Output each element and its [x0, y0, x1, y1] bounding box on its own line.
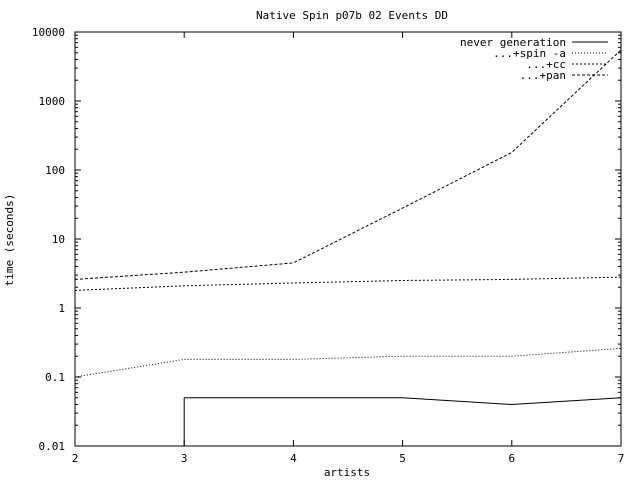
y-tick-label: 1 [58, 302, 65, 315]
y-tick-label: 0.1 [45, 371, 65, 384]
axis-ticks: 2 3 4 5 6 7 0.01 0.1 1 10 100 1000 10000 [32, 26, 624, 465]
legend-label: never generation [460, 36, 566, 49]
x-tick-label: 5 [399, 452, 406, 465]
x-axis-label: artists [324, 466, 370, 479]
y-tick-label: 10000 [32, 26, 65, 39]
series-line [74, 276, 622, 291]
y-tick-label: 10 [52, 233, 65, 246]
x-tick-label: 7 [618, 452, 625, 465]
series-line [184, 397, 622, 406]
legend: never generation...+spin -a...+cc...+pan [460, 36, 608, 82]
legend-label: ...+spin -a [493, 47, 566, 60]
series-line [74, 49, 622, 280]
legend-label: ...+pan [520, 69, 566, 82]
x-tick-label: 4 [290, 452, 297, 465]
series-lines [74, 49, 622, 446]
chart-title: Native Spin p07b 02 Events DD [256, 9, 448, 22]
y-axis-label: time (seconds) [3, 194, 16, 287]
x-tick-label: 3 [181, 452, 188, 465]
legend-label: ...+cc [526, 58, 566, 71]
x-tick-label: 2 [72, 452, 79, 465]
y-tick-label: 100 [45, 164, 65, 177]
series-line [74, 347, 622, 378]
y-tick-label: 1000 [39, 95, 66, 108]
x-tick-label: 6 [508, 452, 515, 465]
plot-frame [74, 31, 622, 447]
y-tick-label: 0.01 [39, 440, 66, 453]
